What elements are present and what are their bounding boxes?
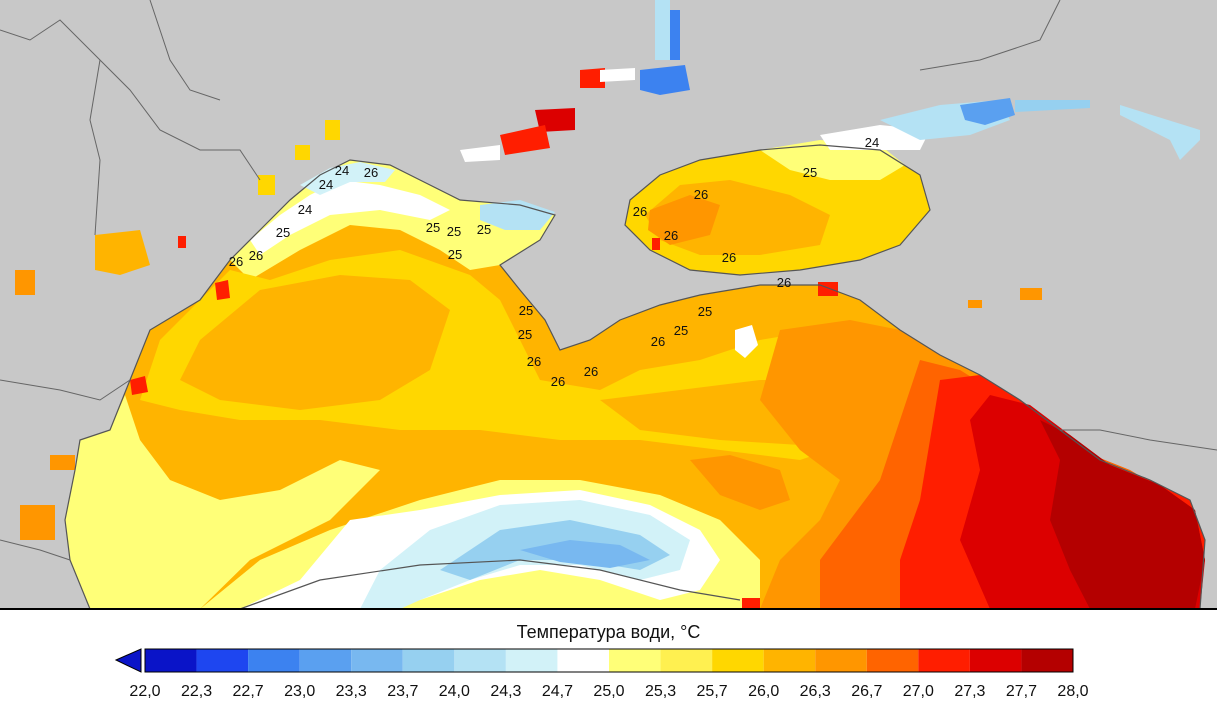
sea-of-marmara-orange [20, 455, 75, 540]
karkinit-bay-blue [480, 200, 555, 230]
color-legend-tick-label: 22,0 [129, 683, 160, 700]
color-legend-tick-label: 24,7 [542, 683, 573, 700]
east-orange-patch [690, 455, 790, 510]
sea-temperature-map: 24 26 24 24 25 26 26 25 25 25 25 25 25 26 26 26 26 25 25 26… [0, 0, 1217, 609]
color-legend-cell [248, 649, 300, 672]
color-legend-tick-label: 24,3 [490, 683, 521, 700]
temperature-label: 26 [722, 250, 736, 265]
dnieper-red-strip [500, 68, 605, 155]
color-legend-cell [557, 649, 609, 672]
dnieper-river-light [655, 0, 670, 60]
color-legend-cell [454, 649, 506, 672]
color-legend-tick-labels: 22,0 22,3 22,7 23,0 23,3 23,7 24,0 24,3 24,7 25,0… [129, 683, 1088, 700]
color-legend-cell [660, 649, 713, 672]
temperature-label: 25 [447, 224, 461, 239]
temperature-label: 26 [584, 364, 598, 379]
east-sea-darkest-red [1040, 420, 1205, 609]
temperature-label: 25 [477, 222, 491, 237]
temperature-label: 25 [803, 165, 817, 180]
northwest-shelf-light-blue [300, 162, 395, 195]
color-legend-cell [505, 649, 558, 672]
color-legend-cells [144, 648, 1074, 673]
azov-sea-darker-orange [648, 195, 720, 245]
azov-east-strip [1120, 105, 1200, 160]
map-legend-divider [0, 608, 1217, 610]
temperature-label: 26 [633, 204, 647, 219]
color-legend-cell [918, 649, 970, 672]
color-legend-cell [866, 649, 919, 672]
color-legend-tick-label: 24,0 [439, 683, 470, 700]
color-legend-tick-label: 22,7 [233, 683, 264, 700]
color-legend-tick-label: 25,7 [697, 683, 728, 700]
western-shelf-cool-band [65, 395, 380, 609]
color-legend-cell [969, 649, 1022, 672]
temperature-label: 26 [527, 354, 541, 369]
dnieper-white-strip [460, 68, 635, 162]
color-legend-tick-label: 23,3 [336, 683, 367, 700]
don-river-strip [1015, 100, 1090, 112]
color-legend-cell [299, 649, 352, 672]
temperature-label: 25 [519, 303, 533, 318]
temperature-label: 25 [448, 247, 462, 262]
danube-delta-orange [95, 230, 150, 275]
taganrog-bay-blue [960, 98, 1015, 125]
temperature-label: 26 [364, 165, 378, 180]
color-legend: 22,0 22,3 22,7 23,0 23,3 23,7 24,0 24,3 24,7 25,0… [114, 648, 1089, 700]
dniester-pixels [258, 120, 340, 195]
color-legend-tick-label: 27,0 [903, 683, 934, 700]
color-legend-tick-label: 25,0 [593, 683, 624, 700]
temperature-label: 26 [651, 334, 665, 349]
central-orange-core [180, 275, 450, 410]
color-legend-cell [763, 649, 816, 672]
color-legend-tick-label: 23,7 [387, 683, 418, 700]
color-legend-cell [351, 649, 403, 672]
under-range-arrow [114, 648, 142, 673]
danube-red-pixels [130, 236, 230, 395]
color-legend-tick-label: 26,7 [851, 683, 882, 700]
temperature-label: 24 [865, 135, 879, 150]
color-legend-frame [144, 648, 1074, 673]
color-legend-cell [145, 649, 197, 672]
temperature-label: 26 [694, 187, 708, 202]
color-legend-tick-label: 26,3 [800, 683, 831, 700]
temperature-label: 26 [777, 275, 791, 290]
temperature-label: 26 [229, 254, 243, 269]
temperature-label: 25 [276, 225, 290, 240]
south-coast-deeper-blue [520, 540, 650, 568]
color-legend-tick-label: 25,3 [645, 683, 676, 700]
northwest-shelf-white [250, 180, 450, 255]
temperature-label: 25 [674, 323, 688, 338]
southern-coast-red-pixel [742, 598, 760, 609]
color-legend-tick-label: 22,3 [181, 683, 212, 700]
temperature-label: 25 [518, 327, 532, 342]
color-legend-cell [196, 649, 249, 672]
color-legend-cell [609, 649, 661, 672]
color-legend-tick-label: 28,0 [1057, 683, 1088, 700]
temperature-label: 24 [335, 163, 349, 178]
color-legend-tick-label: 23,0 [284, 683, 315, 700]
temperature-label: 26 [664, 228, 678, 243]
color-legend-cell [815, 649, 867, 672]
color-legend-tick-label: 27,7 [1006, 683, 1037, 700]
coastline [64, 144, 1206, 609]
temperature-label: 25 [698, 304, 712, 319]
color-legend-cell [712, 649, 764, 672]
color-legend-cell [1021, 649, 1073, 672]
temperature-label: 24 [298, 202, 312, 217]
color-legend-cell [402, 649, 455, 672]
country-borders [0, 0, 1217, 561]
central-white-patch [735, 325, 758, 358]
temperature-label: 24 [319, 177, 333, 192]
temperature-label: 26 [551, 374, 565, 389]
legend-title: Температура води, °C [516, 622, 701, 642]
color-legend-tick-label: 26,0 [748, 683, 779, 700]
temperature-label: 25 [426, 220, 440, 235]
kerch-red-pixels [652, 238, 838, 296]
temperature-label: 26 [249, 248, 263, 263]
color-legend-tick-label: 27,3 [954, 683, 985, 700]
